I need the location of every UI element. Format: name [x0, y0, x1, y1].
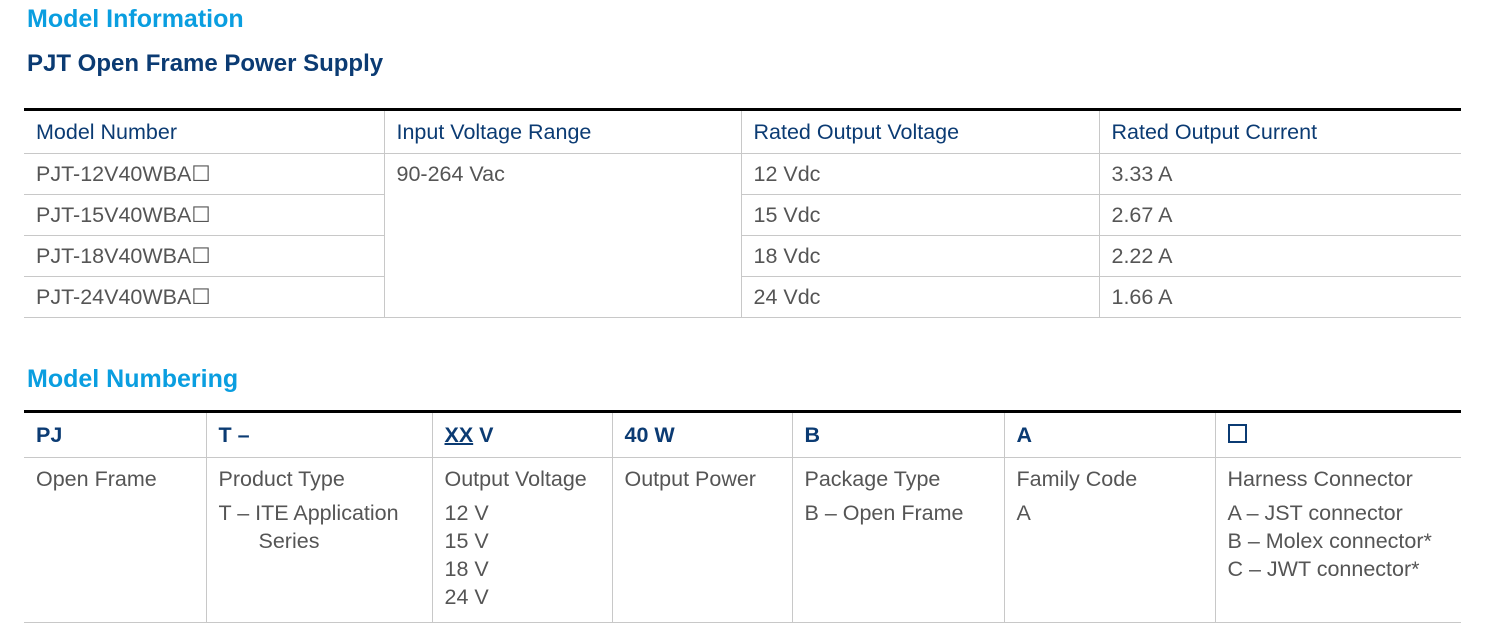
desc-item: T – ITE Application	[218, 501, 399, 525]
desc-item: B – Open Frame	[804, 501, 964, 525]
desc-output-power: Output Power	[611, 457, 792, 623]
model-cell: PJT-15V40WBA☐	[24, 194, 384, 236]
code-package: B	[791, 411, 1004, 458]
header-model-number: Model Number	[24, 109, 384, 154]
desc-harness: Harness Connector A – JST connector B – Mo…	[1214, 457, 1461, 623]
table-row: PJT-12V40WBA☐ 90-264 Vac 12 Vdc 3.33 A	[24, 153, 1461, 318]
desc-label: Open Frame	[36, 467, 157, 491]
code-harness	[1214, 411, 1461, 458]
current-cell: 2.67 A	[1098, 194, 1461, 236]
desc-item: 18 V	[444, 557, 489, 581]
input-voltage-cell: 90-264 Vac	[383, 153, 741, 318]
code-xx: XX	[444, 423, 474, 447]
desc-family-code: Family Code A	[1003, 457, 1215, 623]
model-cell: PJT-18V40WBA☐	[24, 235, 384, 277]
code-output-power: 40 W	[611, 411, 792, 458]
voltage-cell: 24 Vdc	[740, 276, 1099, 318]
table-row: PJT-24V40WBA☐ 24 Vdc 1.66 A	[24, 276, 1461, 318]
desc-output-voltage: Output Voltage 12 V 15 V 18 V 24 V	[431, 457, 612, 623]
voltage-cell: 18 Vdc	[740, 235, 1099, 277]
current-cell: 3.33 A	[1098, 153, 1461, 195]
header-output-voltage: Rated Output Voltage	[740, 109, 1099, 154]
code-v: V	[479, 423, 494, 447]
desc-item: C – JWT connector*	[1227, 557, 1420, 581]
code-product-type: T –	[205, 411, 432, 458]
desc-item: Series	[258, 529, 320, 553]
table-header-row: Model Number Input Voltage Range Rated O…	[24, 109, 1461, 154]
model-numbering-table: PJ T – XX V 40 W B A Open Frame Product …	[24, 410, 1461, 623]
voltage-cell: 15 Vdc	[740, 194, 1099, 236]
desc-label: Harness Connector	[1227, 467, 1413, 491]
current-cell: 2.22 A	[1098, 235, 1461, 277]
code-row: PJ T – XX V 40 W B A	[24, 411, 1461, 458]
placeholder-box-icon	[1227, 424, 1247, 443]
model-information-title: Model Information	[27, 5, 244, 33]
desc-item: 15 V	[444, 529, 489, 553]
code-family: A	[1003, 411, 1215, 458]
desc-item: 12 V	[444, 501, 489, 525]
code-series: PJ	[24, 411, 206, 458]
desc-item: B – Molex connector*	[1227, 529, 1432, 553]
table-row: PJT-15V40WBA☐ 15 Vdc 2.67 A	[24, 194, 1461, 236]
product-subtitle: PJT Open Frame Power Supply	[27, 50, 384, 77]
voltage-cell: 12 Vdc	[740, 153, 1099, 195]
desc-package-type: Package Type B – Open Frame	[791, 457, 1004, 623]
current-cell: 1.66 A	[1098, 276, 1461, 318]
model-numbering-title: Model Numbering	[27, 365, 239, 393]
desc-label: Output Power	[624, 467, 756, 491]
header-output-current: Rated Output Current	[1098, 109, 1461, 154]
desc-label: Output Voltage	[444, 467, 587, 491]
desc-item: A – JST connector	[1227, 501, 1403, 525]
model-cell: PJT-24V40WBA☐	[24, 276, 384, 318]
table-row: PJT-18V40WBA☐ 18 Vdc 2.22 A	[24, 235, 1461, 277]
model-cell: PJT-12V40WBA☐	[24, 153, 384, 195]
desc-open-frame: Open Frame	[24, 457, 206, 623]
desc-product-type: Product Type T – ITE Application Series	[205, 457, 432, 623]
description-row: Open Frame Product Type T – ITE Applicati…	[24, 457, 1461, 623]
desc-label: Package Type	[804, 467, 941, 491]
model-information-table: Model Number Input Voltage Range Rated O…	[24, 108, 1461, 318]
desc-label: Family Code	[1016, 467, 1138, 491]
desc-label: Product Type	[218, 467, 345, 491]
desc-item: 24 V	[444, 585, 489, 609]
header-input-voltage: Input Voltage Range	[383, 109, 741, 154]
desc-item: A	[1016, 501, 1031, 525]
code-output-voltage: XX V	[431, 411, 612, 458]
